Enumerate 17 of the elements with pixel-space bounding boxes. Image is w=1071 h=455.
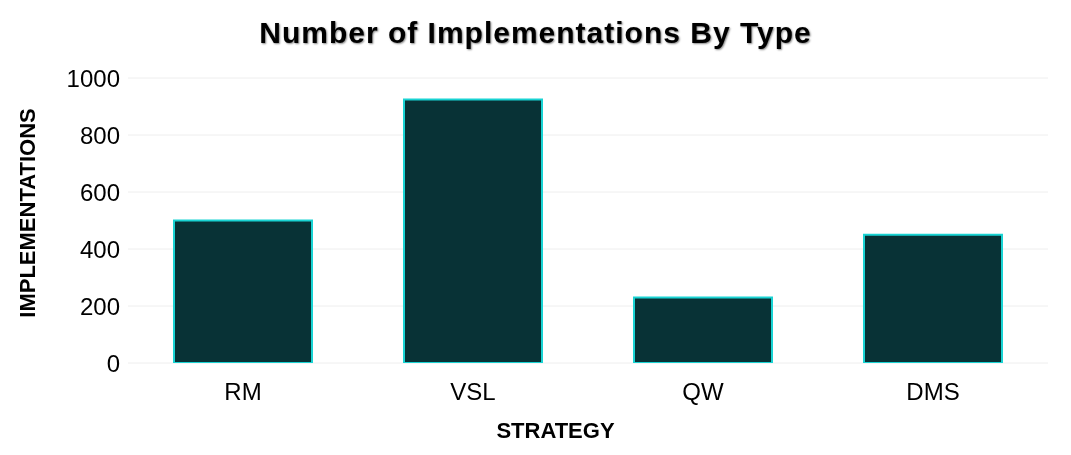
chart-title: Number of Implementations By Type <box>258 16 813 50</box>
bar <box>633 296 773 363</box>
y-tick-label: 400 <box>79 235 120 263</box>
y-tick-label: 1000 <box>66 64 120 92</box>
y-tick-label: 800 <box>79 121 120 149</box>
y-tick-label: 600 <box>79 178 120 206</box>
bar <box>173 219 313 363</box>
x-tick-label: QW <box>682 378 724 406</box>
bar <box>863 233 1003 363</box>
x-tick-label: VSL <box>450 378 496 406</box>
y-tick-label: 0 <box>106 349 120 377</box>
y-tick-label: 200 <box>79 292 120 320</box>
bar <box>403 98 543 363</box>
x-axis-title: STRATEGY <box>495 418 616 444</box>
x-tick-label: RM <box>224 378 262 406</box>
x-tick-label: DMS <box>906 378 960 406</box>
y-axis-title: IMPLEMENTATIONS <box>15 108 41 318</box>
